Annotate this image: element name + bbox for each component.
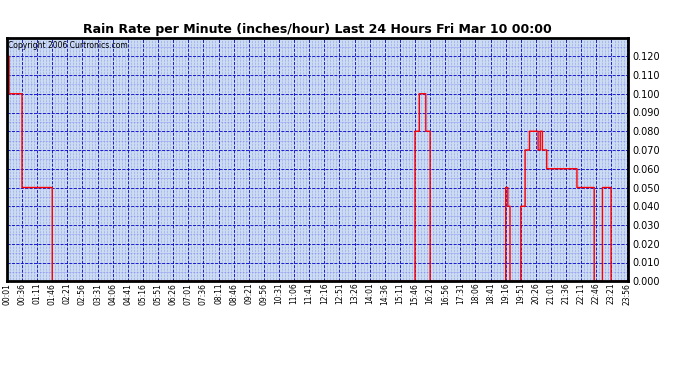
- Title: Rain Rate per Minute (inches/hour) Last 24 Hours Fri Mar 10 00:00: Rain Rate per Minute (inches/hour) Last …: [83, 23, 552, 36]
- Text: Copyright 2006 Curtronics.com: Copyright 2006 Curtronics.com: [8, 41, 128, 50]
